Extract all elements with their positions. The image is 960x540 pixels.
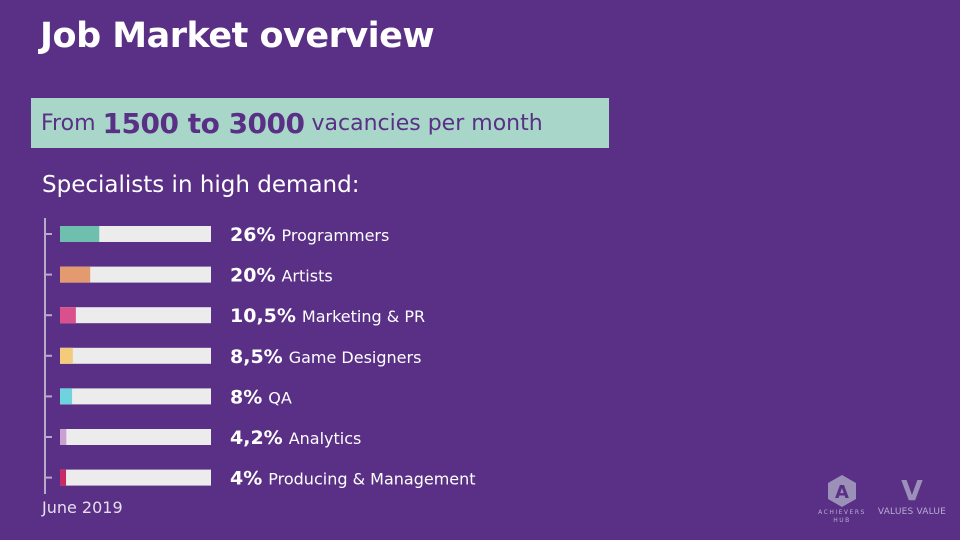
bar-label: 8% QA [230, 386, 292, 408]
bar-track [60, 388, 211, 405]
value-label: 4% [230, 468, 262, 490]
category-label: Producing & Management [268, 470, 475, 489]
achievers-caption-2: HUB [833, 517, 851, 524]
bar-label: 10,5% Marketing & PR [230, 305, 425, 327]
achievers-hub-logo: A ACHIEVERS HUB [808, 474, 876, 524]
values-v-icon: V [901, 474, 923, 504]
bar-label: 8,5% Game Designers [230, 346, 421, 368]
category-label: Marketing & PR [302, 307, 425, 326]
bar [60, 226, 100, 242]
bar-track [60, 469, 211, 486]
page-title: Job Market overview [40, 16, 435, 56]
value-label: 8,5% [230, 346, 283, 368]
bar-label: 20% Artists [230, 265, 333, 287]
bar [60, 266, 91, 283]
achievers-mark: A [835, 482, 849, 503]
values-caption: VALUES VALUE [877, 507, 947, 517]
bar-track [60, 266, 211, 283]
value-label: 26% [230, 224, 275, 246]
banner-highlight: 1500 to 3000 [102, 106, 305, 140]
value-label: 4,2% [230, 427, 283, 449]
bar-label: 26% Programmers [230, 224, 389, 246]
bar [60, 347, 73, 364]
vacancies-banner: From 1500 to 3000 vacancies per month [31, 98, 609, 148]
category-label: Analytics [289, 429, 362, 448]
values-value-logo: V VALUES VALUE [876, 474, 948, 517]
category-label: QA [268, 388, 292, 407]
achievers-caption-1: ACHIEVERS [818, 509, 866, 516]
chart-subtitle: Specialists in high demand: [42, 172, 360, 198]
bar [60, 469, 67, 486]
bar [60, 429, 67, 445]
banner-prefix: From [41, 110, 96, 136]
bar [60, 388, 73, 405]
achievers-hexagon-icon: A [828, 475, 856, 507]
category-label: Programmers [281, 226, 389, 245]
category-label: Game Designers [289, 348, 422, 367]
bar-track [60, 429, 211, 445]
banner-suffix: vacancies per month [311, 110, 543, 136]
value-label: 10,5% [230, 305, 296, 327]
date-label: June 2019 [42, 498, 123, 517]
value-label: 20% [230, 265, 275, 287]
bar-label: 4% Producing & Management [230, 468, 476, 490]
values-mark: V [901, 474, 923, 504]
bar-track [60, 307, 211, 324]
value-label: 8% [230, 386, 262, 408]
bar-track [60, 347, 211, 364]
bar-label: 4,2% Analytics [230, 427, 361, 449]
category-label: Artists [281, 267, 332, 286]
bar [60, 307, 76, 324]
